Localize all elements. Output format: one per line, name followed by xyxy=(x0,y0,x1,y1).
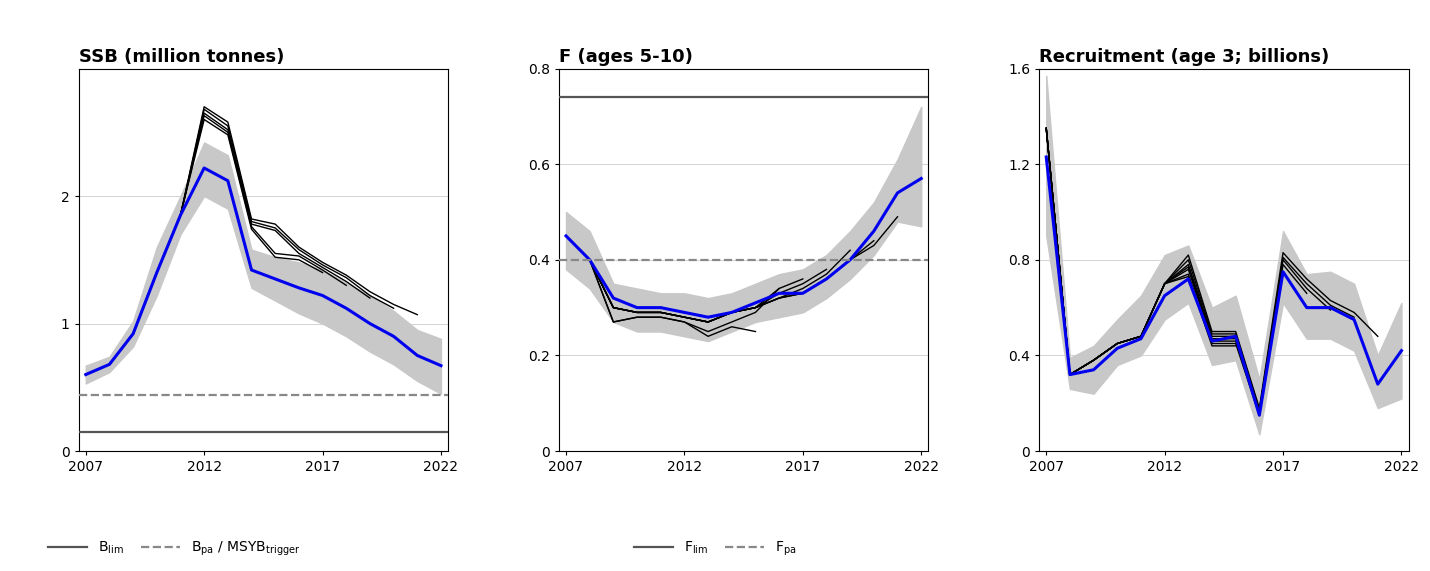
Legend: B$_{\mathregular{lim}}$, B$_{\mathregular{pa}}$ / MSYB$_{\mathregular{trigger}}$: B$_{\mathregular{lim}}$, B$_{\mathregula… xyxy=(43,534,306,564)
Text: SSB (million tonnes): SSB (million tonnes) xyxy=(79,47,285,66)
Legend: F$_{\mathregular{lim}}$, F$_{\mathregular{pa}}$: F$_{\mathregular{lim}}$, F$_{\mathregula… xyxy=(628,534,802,564)
Text: Recruitment (age 3; billions): Recruitment (age 3; billions) xyxy=(1040,47,1330,66)
Text: F (ages 5-10): F (ages 5-10) xyxy=(559,47,692,66)
